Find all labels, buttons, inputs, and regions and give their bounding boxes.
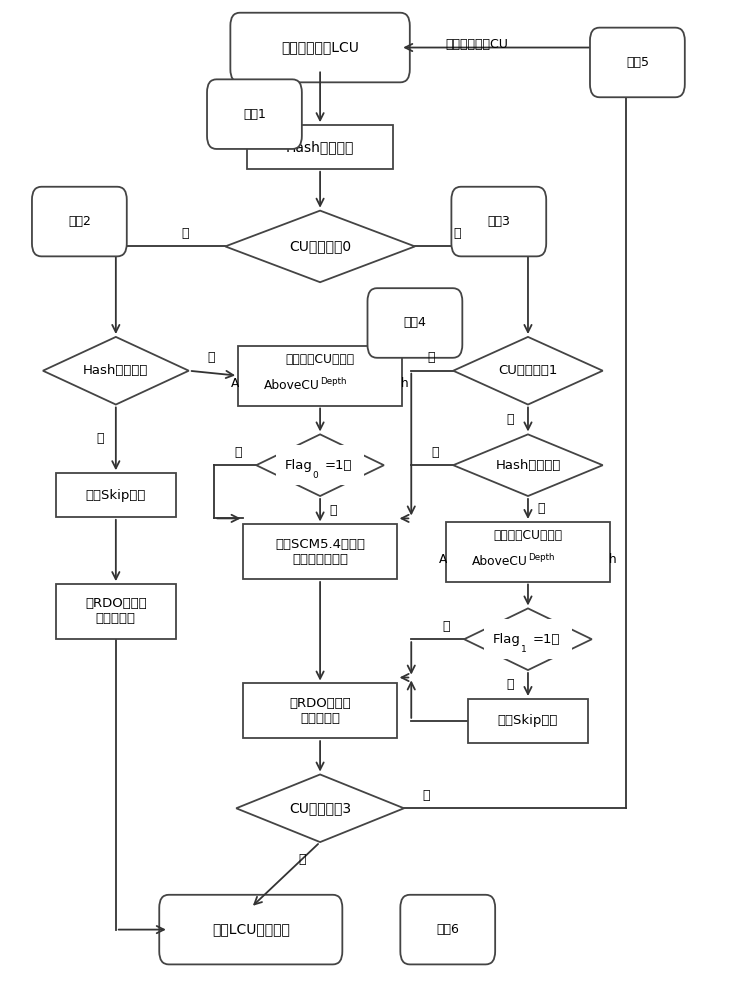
Text: CU的深度为0: CU的深度为0 — [289, 239, 351, 253]
Text: AboveCU: AboveCU — [264, 379, 320, 392]
Text: 步骤5: 步骤5 — [626, 56, 649, 69]
Bar — [467, 699, 588, 743]
Text: 是: 是 — [431, 446, 439, 459]
Text: 步骤1: 步骤1 — [243, 108, 266, 121]
Text: 否: 否 — [453, 227, 461, 240]
Text: 获取相邻CU的深度
AboveCUDepth和LeftCUDepth: 获取相邻CU的深度 AboveCUDepth和LeftCUDepth — [439, 538, 617, 566]
Text: 1: 1 — [520, 645, 526, 654]
Text: 是: 是 — [506, 413, 514, 426]
Polygon shape — [236, 774, 404, 842]
Text: 步骤4: 步骤4 — [404, 316, 426, 329]
Text: 否: 否 — [442, 620, 450, 633]
Bar — [484, 619, 572, 659]
Text: 步骤3: 步骤3 — [487, 215, 510, 228]
Bar — [56, 584, 176, 639]
Text: 是: 是 — [506, 678, 514, 691]
FancyBboxPatch shape — [590, 28, 685, 97]
Bar — [448, 524, 609, 580]
Polygon shape — [453, 337, 603, 405]
Text: Hash匹配成功: Hash匹配成功 — [83, 364, 148, 377]
Text: 检测Skip模式: 检测Skip模式 — [86, 489, 146, 502]
Text: Depth: Depth — [320, 377, 347, 386]
Text: 0: 0 — [313, 471, 318, 480]
Text: 是: 是 — [182, 227, 189, 240]
Text: Hash匹配成功: Hash匹配成功 — [495, 459, 561, 472]
Text: 是: 是 — [298, 853, 306, 866]
Text: Flag: Flag — [492, 633, 520, 646]
Bar — [243, 524, 397, 579]
Polygon shape — [257, 434, 384, 496]
Text: 当前LCU编码结束: 当前LCU编码结束 — [212, 923, 290, 937]
FancyBboxPatch shape — [451, 187, 546, 256]
Text: 按照SCM5.4标准流
程检测其他模式: 按照SCM5.4标准流 程检测其他模式 — [275, 538, 365, 566]
Text: 编码下一层的CU: 编码下一层的CU — [445, 38, 509, 51]
Text: Depth: Depth — [528, 553, 554, 562]
Text: 获取相邻CU的深度: 获取相邻CU的深度 — [493, 529, 562, 542]
FancyBboxPatch shape — [401, 895, 495, 964]
Text: 否: 否 — [537, 502, 545, 515]
Bar — [243, 683, 397, 738]
Bar — [56, 473, 176, 517]
Text: CU的深度为3: CU的深度为3 — [289, 801, 351, 815]
Bar — [247, 125, 393, 169]
Text: Flag1=1?: Flag1=1? — [497, 633, 559, 646]
FancyBboxPatch shape — [159, 895, 343, 964]
Text: 步骤2: 步骤2 — [68, 215, 91, 228]
Text: 是: 是 — [234, 446, 242, 459]
Bar — [240, 348, 401, 404]
Bar — [276, 445, 364, 485]
Text: =1？: =1？ — [532, 633, 560, 646]
Text: 获取相邻CU的深度: 获取相邻CU的深度 — [285, 353, 355, 366]
Text: 检测Skip模式: 检测Skip模式 — [498, 714, 558, 727]
Text: 步骤6: 步骤6 — [437, 923, 459, 936]
Polygon shape — [225, 211, 415, 282]
Text: 获取相邻CU的深度
AboveCUDepth和LeftCUDepth: 获取相邻CU的深度 AboveCUDepth和LeftCUDepth — [231, 362, 409, 390]
FancyBboxPatch shape — [32, 187, 126, 256]
Text: 否: 否 — [428, 351, 435, 364]
FancyBboxPatch shape — [368, 288, 462, 358]
Polygon shape — [43, 337, 189, 405]
Text: CU的深度为1: CU的深度为1 — [498, 364, 558, 377]
Text: AboveCU: AboveCU — [472, 555, 528, 568]
Text: =1？: =1？ — [325, 459, 352, 472]
Text: 否: 否 — [207, 351, 215, 364]
Text: Flag: Flag — [285, 459, 313, 472]
Text: 是: 是 — [96, 432, 104, 445]
Text: 开始编码当前LCU: 开始编码当前LCU — [282, 41, 359, 55]
Text: 否: 否 — [329, 504, 337, 517]
Text: 用RDO准则确
定最优模式: 用RDO准则确 定最优模式 — [289, 697, 351, 725]
Text: Flag0=1?: Flag0=1? — [289, 459, 351, 472]
Bar — [238, 346, 402, 406]
Bar — [446, 522, 610, 582]
Polygon shape — [453, 434, 603, 496]
Text: Hash匹配搜索: Hash匹配搜索 — [286, 140, 354, 154]
Polygon shape — [464, 608, 592, 670]
FancyBboxPatch shape — [207, 79, 302, 149]
Text: 用RDO准则确
定最优模式: 用RDO准则确 定最优模式 — [85, 597, 147, 625]
Text: 否: 否 — [422, 789, 429, 802]
FancyBboxPatch shape — [230, 13, 410, 82]
